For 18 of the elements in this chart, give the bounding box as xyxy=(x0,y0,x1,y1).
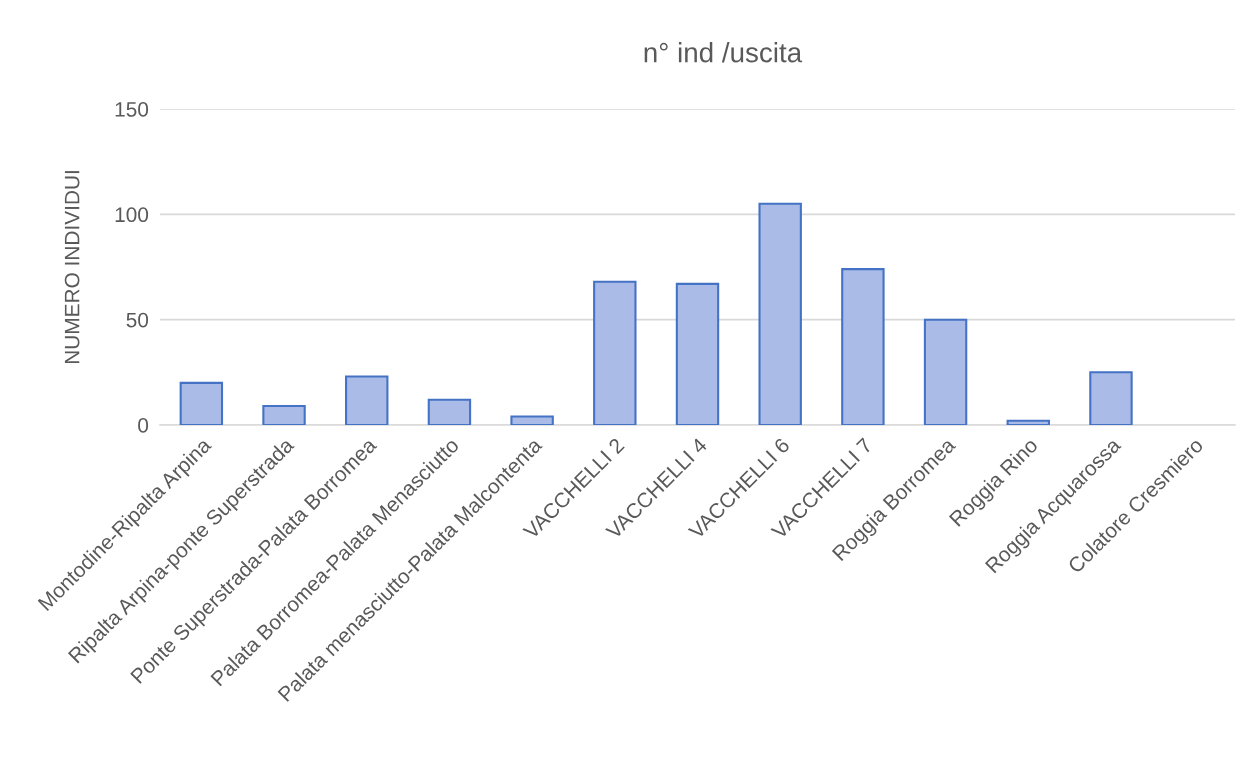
y-axis-title: NUMERO INDIVIDUI xyxy=(64,171,80,364)
bar xyxy=(758,202,802,425)
bar xyxy=(427,398,472,425)
bar xyxy=(841,268,885,425)
bar xyxy=(1006,419,1050,425)
bar xyxy=(593,280,637,425)
y-tick-label: 150 xyxy=(115,102,149,117)
bar xyxy=(262,405,306,425)
bar xyxy=(510,415,554,425)
bar xyxy=(179,381,224,425)
y-tick-label: 0 xyxy=(138,418,149,433)
y-tick-label: 50 xyxy=(126,312,149,328)
y-tick-label: 100 xyxy=(115,207,149,223)
bar xyxy=(675,282,720,425)
bar xyxy=(923,318,968,425)
chart-title: n° ind /uscita xyxy=(644,42,803,63)
bar xyxy=(1089,371,1133,425)
bar xyxy=(345,375,389,425)
